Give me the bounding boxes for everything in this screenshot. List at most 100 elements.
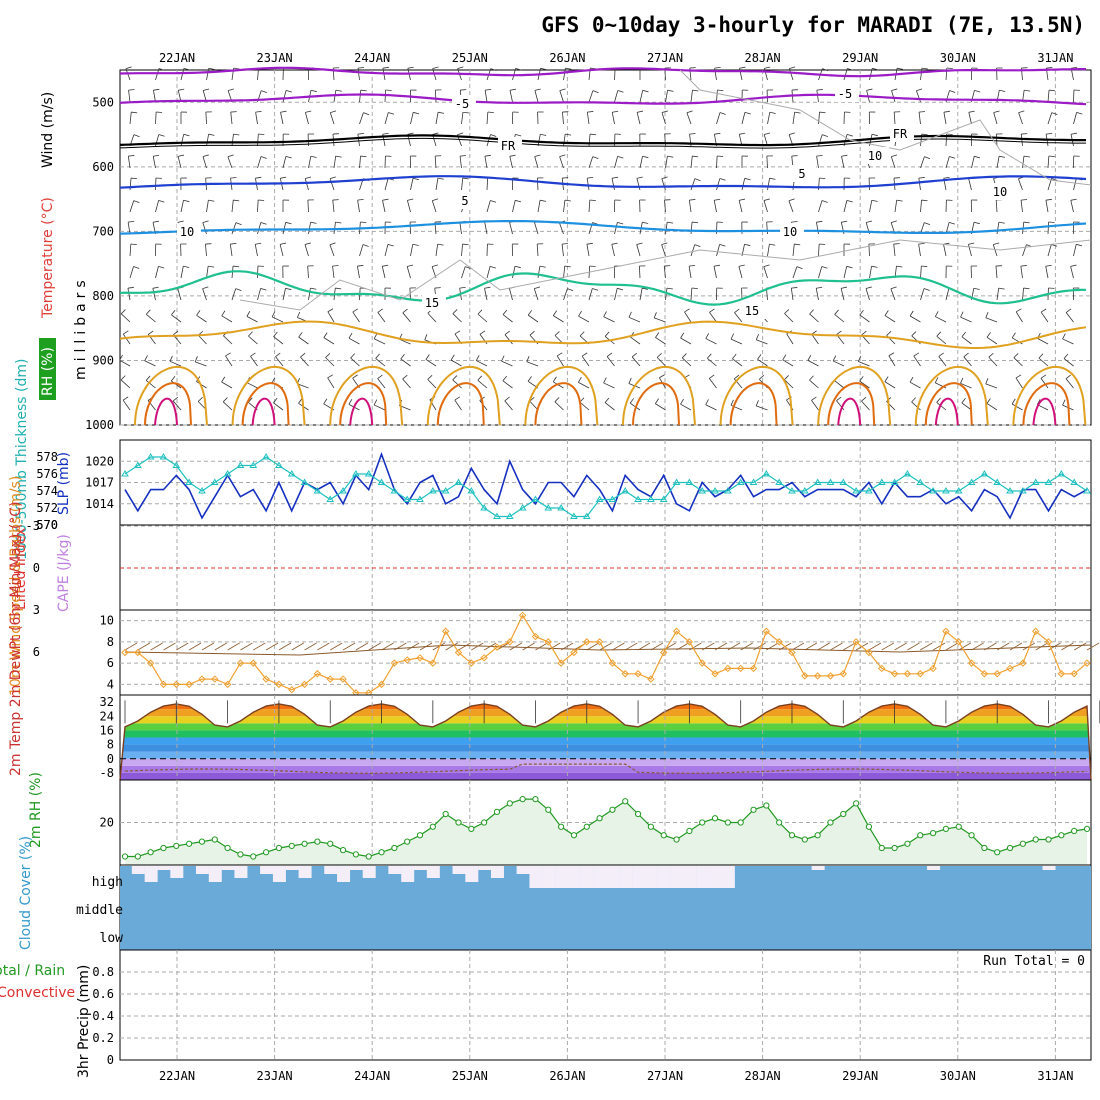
rh-point xyxy=(545,806,552,813)
thickness-point xyxy=(1070,478,1079,485)
cloud-gap xyxy=(567,866,581,888)
pressure-tick: 900 xyxy=(92,353,114,367)
cloud-gap xyxy=(632,866,646,888)
dewpoint-line xyxy=(124,763,1088,774)
wind-barb xyxy=(291,642,304,651)
cloud-gap xyxy=(414,866,428,870)
date-label-bottom: 23JAN xyxy=(257,1069,293,1083)
rh-point xyxy=(814,832,821,839)
rh-point xyxy=(1083,825,1091,832)
wind-point xyxy=(198,675,206,683)
thickness-tick: 574 xyxy=(36,484,58,498)
wind-point xyxy=(826,672,835,680)
wind-barb xyxy=(1035,642,1048,651)
contour-dome-25 xyxy=(1012,366,1087,426)
wind-barb xyxy=(522,642,535,651)
wind-barb xyxy=(637,642,651,651)
thickness-label: 1000-500mb Thickness (dm) xyxy=(14,359,30,560)
wind-barb xyxy=(804,642,818,651)
wind-barb xyxy=(509,642,523,651)
wind-point xyxy=(557,659,565,667)
wind-barb xyxy=(278,642,292,651)
thickness-point xyxy=(788,487,796,494)
cloud-gap xyxy=(670,866,684,888)
thickness-point xyxy=(775,478,784,485)
contour-dome-30 xyxy=(729,382,778,426)
rh-point xyxy=(647,823,654,830)
wind-barb xyxy=(560,642,574,651)
cloud-level-label: middle xyxy=(76,903,123,918)
contour-dome-25 xyxy=(817,366,892,426)
thickness-point xyxy=(672,478,681,485)
rh-point xyxy=(1032,836,1039,843)
rh-area xyxy=(125,799,1087,865)
pressure-tick: 800 xyxy=(92,289,114,303)
wind-barb xyxy=(355,642,369,651)
wind-barb xyxy=(971,642,984,651)
wind-point xyxy=(903,670,912,678)
thickness-point xyxy=(198,487,206,494)
contour-label: FR xyxy=(893,127,908,141)
rh-point xyxy=(904,840,911,847)
contour-label: -5 xyxy=(455,97,469,111)
contour-dome-35 xyxy=(251,397,276,426)
precip-panel: 0 0.2 0.4 0.6 0.8 Run Total = 0 Total / Rain… xyxy=(0,949,1092,1078)
rh-point xyxy=(198,838,206,845)
pressure-tick: 1000 xyxy=(85,418,114,432)
wind-barb xyxy=(330,642,343,651)
thickness-tick: 570 xyxy=(36,518,58,532)
wind-point xyxy=(326,675,334,683)
thickness-point xyxy=(133,461,142,468)
wind-barb xyxy=(945,642,959,651)
rh-point xyxy=(840,810,847,818)
bottom-date-labels: 22JAN 23JAN 24JAN 25JAN 26JAN 27JAN 28JAN 29JAN… xyxy=(159,1069,1074,1083)
rh-point xyxy=(1058,832,1065,839)
thickness-point xyxy=(339,487,347,494)
millibars-label: millibars xyxy=(73,275,89,380)
thickness-point xyxy=(493,512,501,519)
wind-barb xyxy=(586,642,599,651)
precip-tick: 0 xyxy=(107,1053,114,1067)
cloud-gap xyxy=(426,866,440,878)
contour-dome-30 xyxy=(1022,382,1071,426)
rh2m-panel: 20 2m RH (%) xyxy=(28,772,1092,866)
temp-tick: 32 xyxy=(100,695,114,709)
wind-point xyxy=(467,659,476,667)
wind-barb xyxy=(548,642,561,651)
cloud-gap xyxy=(709,866,723,888)
rh-point xyxy=(365,853,372,860)
rh-point xyxy=(737,819,744,826)
cloud-gap xyxy=(298,866,312,878)
contour-freezing-double xyxy=(119,137,1086,149)
thickness-point xyxy=(390,487,399,494)
contour-10 xyxy=(119,220,1087,235)
wind-tick: 8 xyxy=(107,635,114,649)
rh-point xyxy=(262,849,270,856)
rh-point xyxy=(1071,827,1078,835)
cloud-level-label: high xyxy=(92,875,123,890)
thickness-point xyxy=(467,487,476,494)
wind-point xyxy=(441,627,450,635)
run-total: Run Total = 0 xyxy=(983,954,1085,969)
rh-point xyxy=(853,800,860,807)
thickness-point xyxy=(364,470,373,477)
rh-point xyxy=(211,836,218,843)
wind-barb xyxy=(342,642,356,651)
thickness-line xyxy=(124,456,1088,518)
thickness-point xyxy=(159,453,168,460)
thickness-point xyxy=(185,478,194,485)
rh-point xyxy=(314,838,321,845)
rh-point xyxy=(827,819,834,826)
rh-point xyxy=(596,815,603,822)
pressure-tick: 500 xyxy=(92,95,114,109)
wind-point xyxy=(980,670,989,678)
wind-barb xyxy=(1048,642,1061,651)
thickness-point xyxy=(942,487,950,494)
wind-barb xyxy=(535,642,548,651)
cloud-gap xyxy=(208,866,222,882)
wind-point xyxy=(493,643,501,651)
rh-point xyxy=(391,844,398,852)
thickness-point xyxy=(121,470,129,477)
cloud-gap xyxy=(195,866,209,874)
thickness-point xyxy=(826,478,835,485)
